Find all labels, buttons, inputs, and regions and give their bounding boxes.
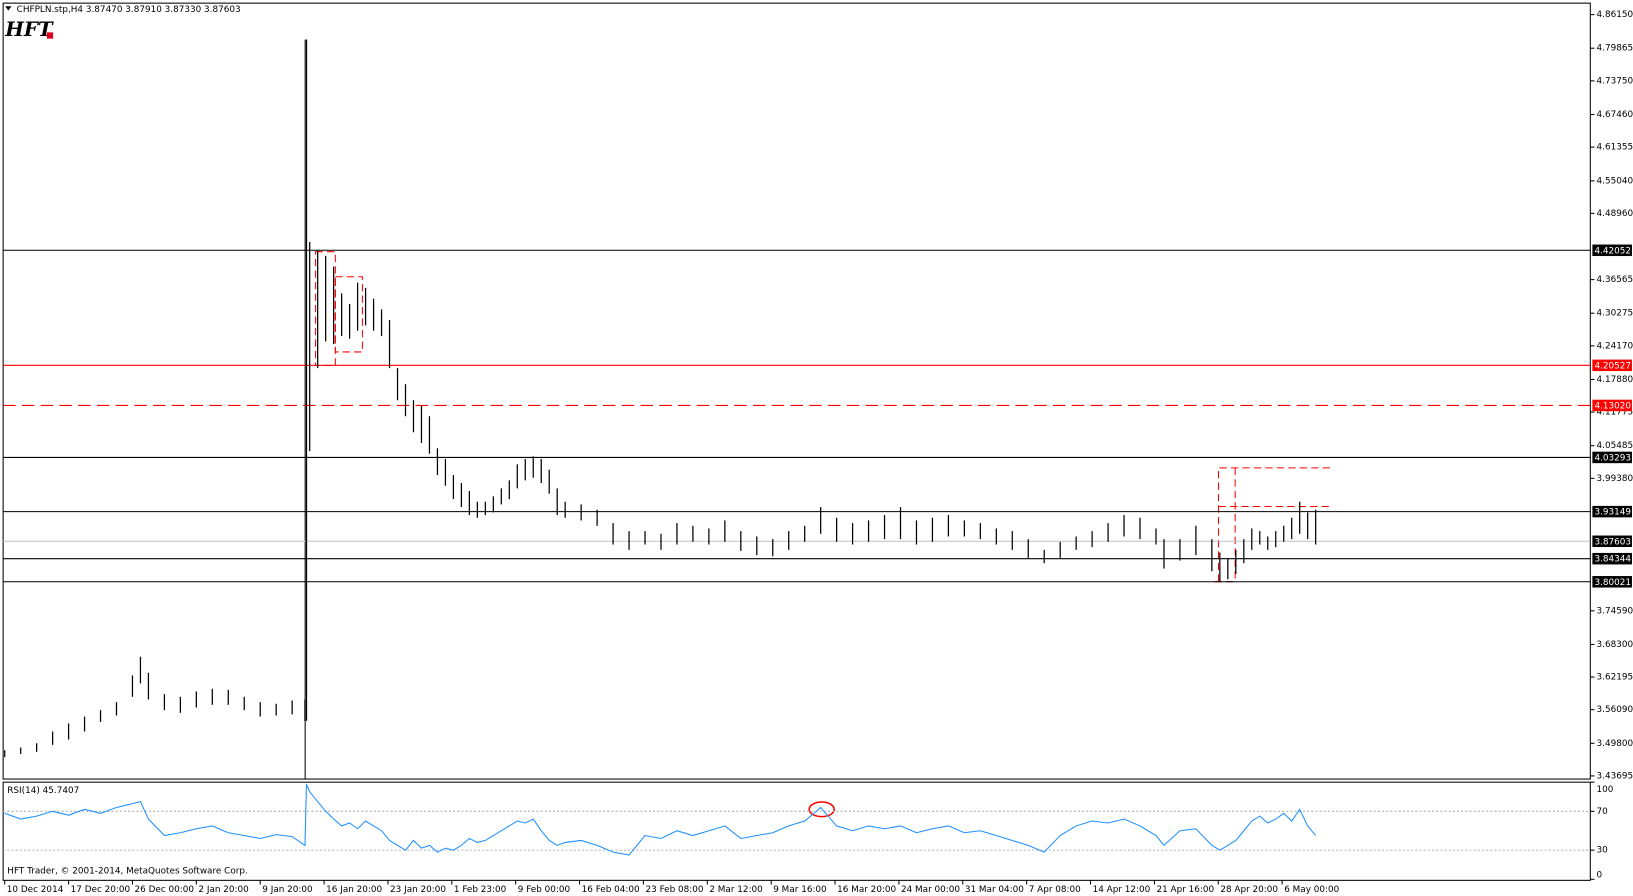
y-tick-label: 4.61355 <box>1597 143 1633 153</box>
level-label-box <box>1592 359 1632 372</box>
x-tick-label: 1 Feb 23:00 <box>454 885 507 895</box>
rsi-tick-label: 30 <box>1597 846 1609 856</box>
y-tick-label: 4.55040 <box>1597 176 1633 186</box>
rsi-tick-label: 70 <box>1597 807 1609 817</box>
level-label: 3.87603 <box>1594 537 1631 547</box>
level-label: 4.03293 <box>1594 453 1631 463</box>
y-tick-label: 4.79865 <box>1597 44 1633 54</box>
x-tick-label: 9 Jan 20:00 <box>262 885 313 895</box>
x-tick-label: 31 Mar 04:00 <box>965 885 1024 895</box>
x-tick-label: 16 Feb 04:00 <box>582 885 640 895</box>
y-tick-label: 4.36565 <box>1597 275 1633 285</box>
x-tick-label: 23 Jan 20:00 <box>390 885 446 895</box>
x-tick-label: 14 Apr 12:00 <box>1093 885 1151 895</box>
y-tick-label: 3.49800 <box>1597 739 1633 749</box>
y-tick-label: 4.48960 <box>1597 209 1633 219</box>
logo-dot <box>46 32 54 39</box>
rsi-line <box>4 783 1317 856</box>
x-tick-label: 2 Jan 20:00 <box>198 885 249 895</box>
x-tick-label: 26 Dec 00:00 <box>135 885 195 895</box>
level-label: 4.13020 <box>1594 401 1631 411</box>
x-tick-label: 7 Apr 08:00 <box>1029 885 1081 895</box>
rsi-panel-frame <box>2 781 1591 881</box>
y-tick-label: 3.68300 <box>1597 640 1633 650</box>
x-tick-label: 24 Mar 00:00 <box>901 885 960 895</box>
x-tick-label: 17 Dec 20:00 <box>71 885 131 895</box>
y-tick-label: 3.43695 <box>1597 771 1633 781</box>
level-label-box <box>1592 552 1632 565</box>
level-label: 3.80021 <box>1594 578 1631 588</box>
level-label-box <box>1592 505 1632 518</box>
x-tick-label: 16 Mar 20:00 <box>837 885 896 895</box>
y-tick-label: 3.99380 <box>1597 474 1633 484</box>
x-tick-label: 23 Feb 08:00 <box>646 885 704 895</box>
header-arrow <box>5 6 12 11</box>
y-tick-label: 4.11775 <box>1597 408 1633 418</box>
level-label-box <box>1592 576 1632 588</box>
chart-header: CHFPLN.stp,H4 3.87470 3.87910 3.87330 3.… <box>17 5 241 15</box>
level-label: 4.42052 <box>1594 246 1631 256</box>
level-label: 3.84344 <box>1594 555 1631 565</box>
x-tick-label: 28 Apr 20:00 <box>1220 885 1278 895</box>
x-tick-label: 21 Apr 16:00 <box>1156 885 1214 895</box>
level-label-box <box>1592 535 1632 548</box>
copyright: HFT Trader, © 2001-2014, MetaQuotes Soft… <box>7 866 248 876</box>
y-tick-label: 4.86150 <box>1597 10 1633 20</box>
y-tick-label: 3.74590 <box>1597 606 1633 616</box>
x-tick-label: 6 May 00:00 <box>1284 885 1339 895</box>
level-label-box <box>1592 244 1632 257</box>
y-tick-label: 4.30275 <box>1597 309 1633 319</box>
x-tick-label: 9 Mar 16:00 <box>773 885 827 895</box>
x-tick-label: 10 Dec 2014 <box>7 885 64 895</box>
level-label: 4.20527 <box>1594 361 1631 371</box>
y-tick-label: 4.73750 <box>1597 76 1633 86</box>
y-tick-label: 3.56090 <box>1597 705 1633 715</box>
x-tick-label: 16 Jan 20:00 <box>326 885 382 895</box>
level-label-box <box>1592 451 1632 464</box>
y-tick-label: 4.24170 <box>1597 341 1633 351</box>
y-tick-label: 4.67460 <box>1597 110 1633 120</box>
main-panel-frame <box>2 2 1591 780</box>
rsi-label: RSI(14) 45.7407 <box>7 786 79 796</box>
red-box <box>334 276 363 353</box>
x-tick-label: 9 Feb 00:00 <box>518 885 571 895</box>
level-label-box <box>1592 399 1632 412</box>
y-tick-label: 3.62195 <box>1597 673 1633 683</box>
x-tick-label: 2 Mar 12:00 <box>709 885 763 895</box>
level-label: 3.93149 <box>1594 508 1631 518</box>
y-tick-label: 4.17880 <box>1597 375 1633 385</box>
rsi-highlight <box>808 801 835 818</box>
rsi-tick-label: 100 <box>1597 785 1614 795</box>
y-tick-label: 4.05485 <box>1597 441 1633 451</box>
rsi-tick-label: 0 <box>1597 871 1603 881</box>
logo: HFT <box>4 17 54 41</box>
